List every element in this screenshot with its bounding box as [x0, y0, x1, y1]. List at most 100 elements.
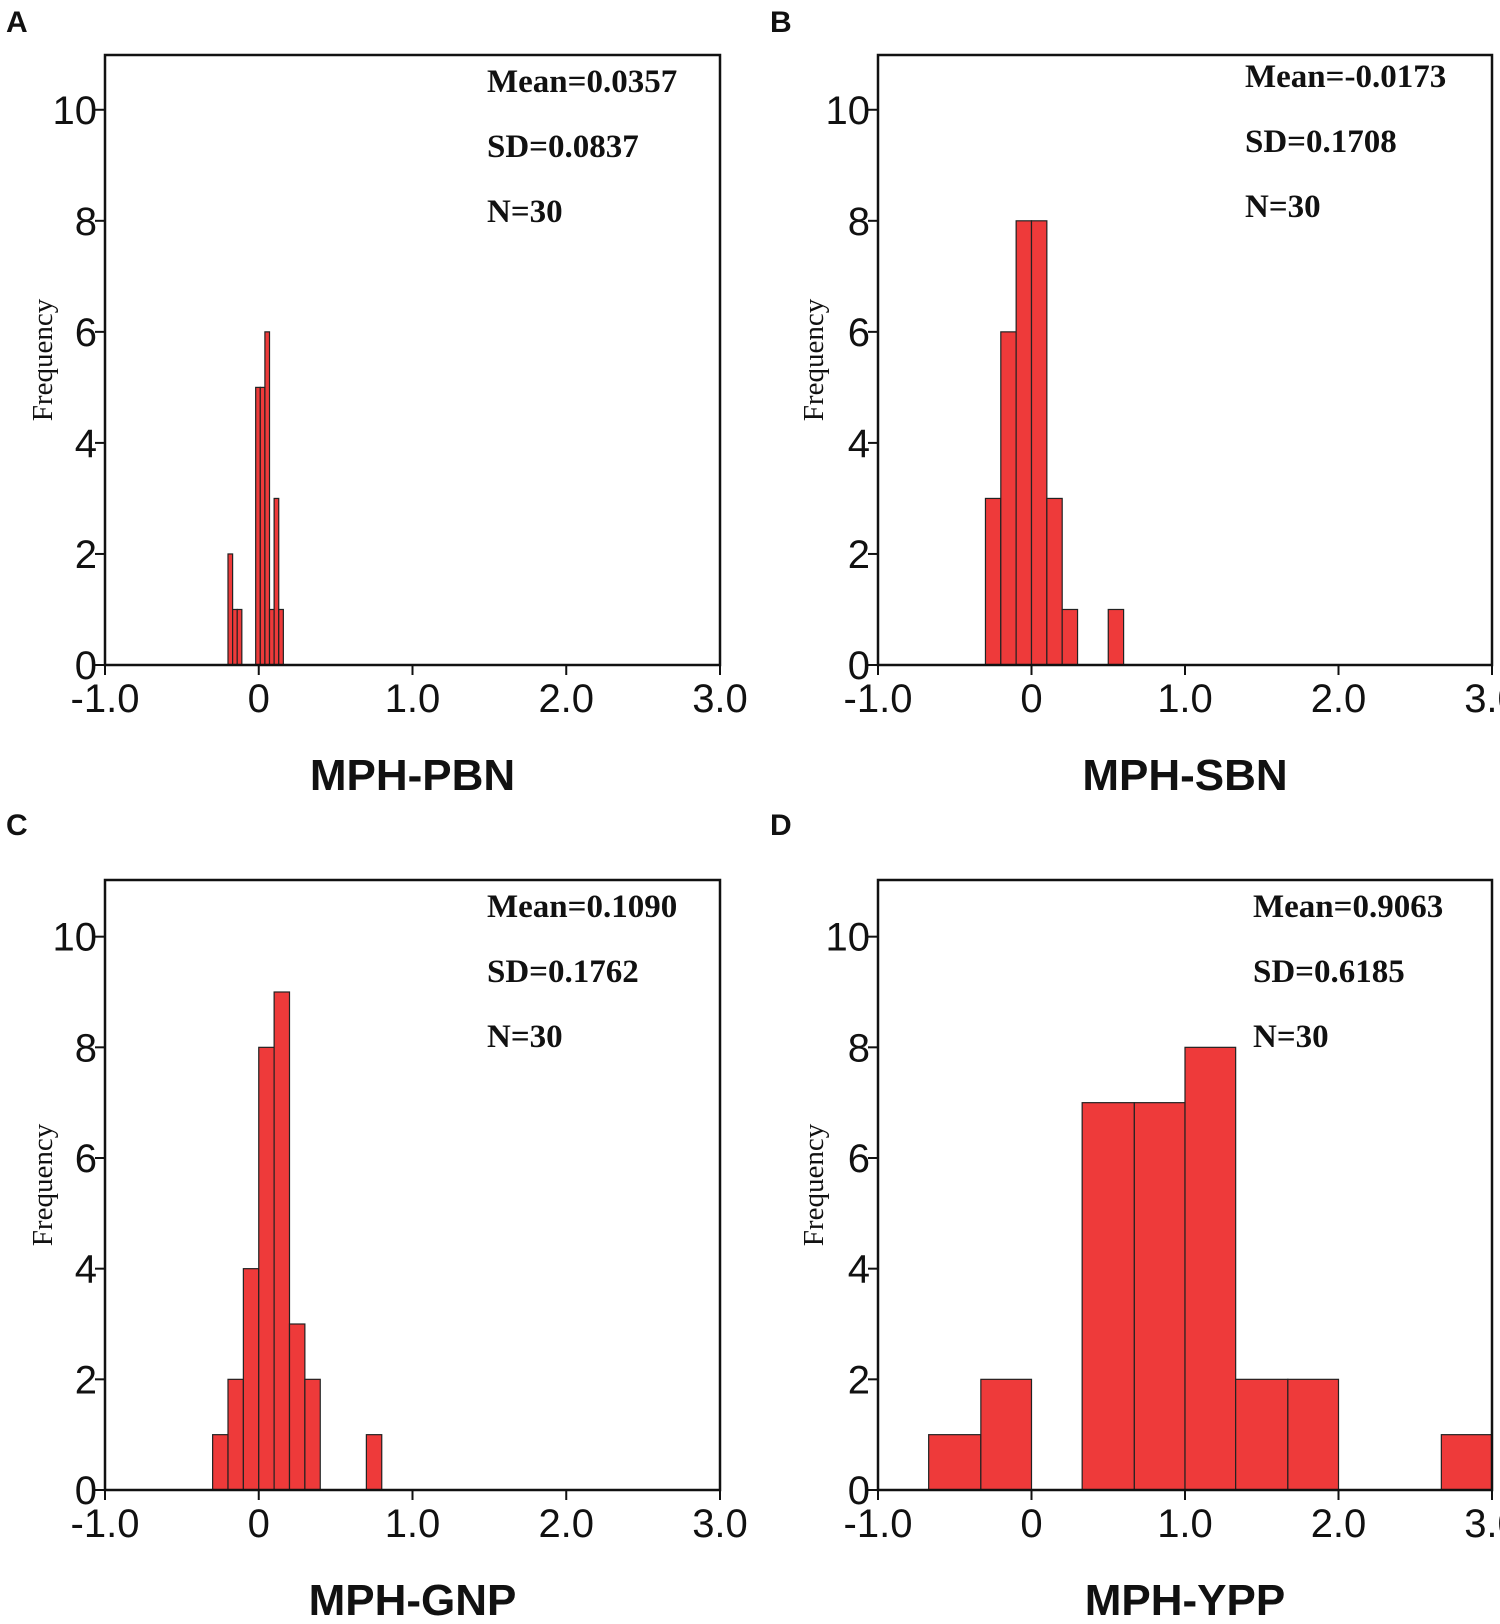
histogram-bar	[288, 1323, 306, 1491]
histogram-bar	[1015, 220, 1033, 666]
histogram-bar	[928, 1434, 982, 1491]
y-tick-label: 6	[75, 311, 97, 355]
histogram-bar	[273, 991, 291, 1491]
y-axis-label: Frequency	[27, 298, 59, 421]
x-tick-label: 1.0	[385, 1502, 441, 1546]
x-tick-label: -1.0	[844, 1502, 913, 1546]
histogram-bar	[984, 497, 1002, 666]
plot-frame	[876, 53, 1494, 667]
x-tick-label: 2.0	[538, 1502, 594, 1546]
stat-annotation: N=30	[1253, 1019, 1329, 1055]
stat-annotation: N=30	[1245, 189, 1321, 225]
panel-b: B0246810-1.001.02.03.0MPH-SBNFrequencyMe…	[770, 6, 1500, 800]
stat-annotation: N=30	[487, 194, 563, 230]
y-axis-label: Frequency	[798, 298, 830, 421]
histogram-bar	[1046, 497, 1063, 666]
histogram-bar	[1061, 608, 1079, 666]
y-tick-label: 2	[75, 533, 97, 577]
y-tick-label: 4	[848, 1248, 870, 1292]
histogram-bar	[304, 1378, 321, 1491]
x-tick-label: -1.0	[71, 1502, 140, 1546]
bars	[984, 220, 1125, 666]
histogram-bar	[258, 1046, 275, 1491]
histogram-bar	[255, 386, 261, 666]
y-tick-label: 10	[53, 916, 98, 960]
y-tick-label: 10	[826, 916, 871, 960]
x-tick-label: 0	[248, 677, 270, 721]
histogram-bar	[278, 608, 284, 666]
y-tick-label: 0	[75, 644, 97, 688]
y-tick-label: 8	[848, 1026, 870, 1070]
y-tick-label: 2	[75, 1358, 97, 1402]
histogram-bar	[273, 497, 280, 666]
histogram-bar	[980, 1378, 1033, 1491]
y-tick-label: 4	[75, 422, 97, 466]
stat-annotation: Mean=-0.0173	[1245, 59, 1446, 95]
stat-annotation: SD=0.0837	[487, 129, 639, 165]
histogram-bar	[227, 1378, 244, 1491]
x-tick-label: 0	[1020, 677, 1042, 721]
x-tick-label: 2.0	[1311, 1502, 1367, 1546]
y-tick-label: 0	[848, 1469, 870, 1513]
y-tick-label: 8	[75, 200, 97, 244]
stat-annotation: N=30	[487, 1019, 563, 1055]
y-tick-label: 6	[75, 1137, 97, 1181]
x-axis-label: MPH-SBN	[1082, 751, 1287, 800]
x-tick-label: 3.0	[692, 1502, 748, 1546]
stat-annotation: Mean=0.9063	[1253, 889, 1443, 925]
y-tick-label: 2	[848, 1358, 870, 1402]
y-tick-label: 8	[75, 1026, 97, 1070]
panel-letter: D	[770, 809, 792, 842]
stat-annotation: Mean=0.1090	[487, 889, 677, 925]
histogram-bar	[227, 553, 234, 666]
histogram-bar	[232, 608, 238, 666]
histogram-bar	[1133, 1102, 1186, 1491]
y-tick-label: 8	[848, 200, 870, 244]
x-tick-label: 1.0	[385, 677, 441, 721]
y-tick-label: 10	[53, 89, 98, 133]
histogram-bar	[1184, 1046, 1237, 1491]
panel-letter: A	[6, 6, 28, 39]
x-tick-label: 1.0	[1157, 1502, 1213, 1546]
x-tick-label: -1.0	[71, 677, 140, 721]
histogram-bar	[1030, 220, 1048, 666]
stat-annotation: Mean=0.0357	[487, 64, 677, 100]
y-axis-label: Frequency	[27, 1123, 59, 1246]
histogram-bar	[259, 386, 266, 666]
x-tick-label: 2.0	[538, 677, 594, 721]
y-tick-label: 6	[848, 1137, 870, 1181]
x-axis-label: MPH-GNP	[309, 1576, 517, 1624]
histogram-bar	[365, 1434, 383, 1491]
x-tick-label: 3.0	[1464, 1502, 1500, 1546]
histogram-bar	[212, 1434, 229, 1491]
stat-annotation: SD=0.1762	[487, 954, 639, 990]
histogram-bar	[1107, 608, 1125, 666]
histogram-bar	[264, 331, 271, 666]
histogram-bar	[236, 608, 243, 666]
histogram-bar	[242, 1268, 260, 1491]
x-tick-label: 1.0	[1157, 677, 1213, 721]
x-tick-label: 3.0	[1464, 677, 1500, 721]
panel-d: D0246810-1.001.02.03.0MPH-YPPFrequencyMe…	[770, 809, 1500, 1624]
y-axis-label: Frequency	[798, 1123, 830, 1246]
histogram-bar	[1440, 1434, 1493, 1491]
y-tick-label: 4	[75, 1248, 97, 1292]
x-axis-label: MPH-PBN	[310, 751, 515, 800]
y-tick-label: 0	[75, 1469, 97, 1513]
histogram-bar	[1000, 331, 1017, 666]
bars	[928, 1046, 1493, 1491]
x-tick-label: 3.0	[692, 677, 748, 721]
bars	[212, 991, 383, 1491]
x-tick-label: 0	[248, 1502, 270, 1546]
y-tick-label: 2	[848, 533, 870, 577]
panel-letter: C	[6, 809, 28, 842]
stat-annotation: SD=0.1708	[1245, 124, 1397, 160]
x-tick-label: 0	[1020, 1502, 1042, 1546]
panel-letter: B	[770, 6, 792, 39]
y-tick-label: 4	[848, 422, 870, 466]
histogram-bar	[1235, 1378, 1289, 1491]
